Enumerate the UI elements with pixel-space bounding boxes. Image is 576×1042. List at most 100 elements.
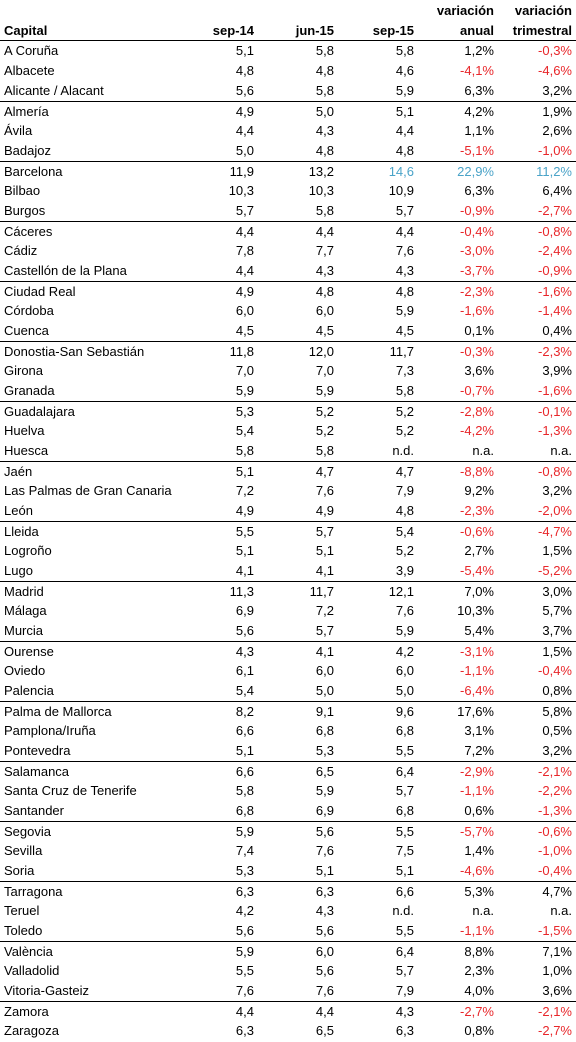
capital-cell: Zamora <box>4 1004 49 1019</box>
quarterly-variation-cell: -0,6% <box>538 824 572 839</box>
capital-cell: Soria <box>4 863 35 878</box>
jun15-cell: 5,9 <box>315 383 334 398</box>
annual-variation-cell: 4,0% <box>464 983 494 998</box>
annual-variation-cell: -5,1% <box>460 143 494 158</box>
table-row: Segovia 5,9 5,6 5,5 -5,7% -0,6% <box>0 821 576 841</box>
capital-cell: León <box>4 503 33 518</box>
table-row: Jaén 5,1 4,7 4,7 -8,8% -0,8% <box>0 461 576 481</box>
sep14-cell: 6,6 <box>235 764 254 779</box>
capital-cell: Segovia <box>4 824 51 839</box>
quarterly-variation-cell: 7,1% <box>542 944 572 959</box>
quarterly-variation-cell: -1,0% <box>538 143 572 158</box>
annual-variation-cell: -0,6% <box>460 524 494 539</box>
capital-cell: Almería <box>4 104 49 119</box>
table-row: Lleida 5,5 5,7 5,4 -0,6% -4,7% <box>0 521 576 541</box>
sep15-cell: 5,2 <box>395 543 414 558</box>
sep14-cell: 8,2 <box>235 704 254 719</box>
quarterly-variation-cell: -4,7% <box>538 524 572 539</box>
jun15-cell: 5,8 <box>315 83 334 98</box>
quarterly-variation-cell: 1,5% <box>542 644 572 659</box>
sep15-cell: 5,4 <box>395 524 414 539</box>
sep15-cell: 4,7 <box>395 464 414 479</box>
jun15-cell: 4,7 <box>315 464 334 479</box>
quarterly-variation-cell: 11,2% <box>536 164 572 179</box>
table-row: Alicante / Alacant 5,6 5,8 5,9 6,3% 3,2% <box>0 81 576 101</box>
jun15-cell: 5,1 <box>315 543 334 558</box>
quarterly-variation-cell: 5,8% <box>542 704 572 719</box>
table-row: Palma de Mallorca 8,2 9,1 9,6 17,6% 5,8% <box>0 701 576 721</box>
sep14-cell: 11,9 <box>229 164 254 179</box>
capital-cell: Logroño <box>4 543 52 558</box>
table-row: Zaragoza 6,3 6,5 6,3 0,8% -2,7% <box>0 1021 576 1041</box>
quarterly-variation-cell: -4,6% <box>538 63 572 78</box>
header-variacion-anual-2: anual <box>460 23 494 38</box>
sep14-cell: 4,9 <box>235 104 254 119</box>
capital-cell: Burgos <box>4 203 46 218</box>
annual-variation-cell: -2,8% <box>460 404 494 419</box>
jun15-cell: 5,9 <box>315 783 334 798</box>
capital-cell: Ávila <box>4 123 33 138</box>
annual-variation-cell: -2,3% <box>460 503 494 518</box>
sep15-cell: 5,7 <box>395 783 414 798</box>
quarterly-variation-cell: -1,5% <box>538 923 572 938</box>
jun15-cell: 6,0 <box>315 663 334 678</box>
quarterly-variation-cell: -0,3% <box>538 43 572 58</box>
sep15-cell: 10,9 <box>388 183 414 198</box>
capital-cell: Pontevedra <box>4 743 71 758</box>
table-row: Oviedo 6,1 6,0 6,0 -1,1% -0,4% <box>0 661 576 681</box>
jun15-cell: 5,8 <box>315 203 334 218</box>
quarterly-variation-cell: 2,6% <box>542 123 572 138</box>
annual-variation-cell: 0,1% <box>464 323 494 338</box>
sep15-cell: 4,3 <box>395 1004 414 1019</box>
capital-cell: Barcelona <box>4 164 63 179</box>
jun15-cell: 5,2 <box>315 423 334 438</box>
table-row: Pamplona/Iruña 6,6 6,8 6,8 3,1% 0,5% <box>0 721 576 741</box>
quarterly-variation-cell: 1,0% <box>542 963 572 978</box>
sep14-cell: 6,6 <box>235 723 254 738</box>
quarterly-variation-cell: 3,0% <box>542 584 572 599</box>
sep15-cell: 4,4 <box>395 123 414 138</box>
sep14-cell: 4,1 <box>235 563 254 578</box>
capital-cell: Cuenca <box>4 323 49 338</box>
jun15-cell: 6,5 <box>315 1023 334 1038</box>
annual-variation-cell: -1,1% <box>460 783 494 798</box>
jun15-cell: 13,2 <box>308 164 334 179</box>
capital-cell: Bilbao <box>4 183 41 198</box>
annual-variation-cell: -0,3% <box>460 344 494 359</box>
jun15-cell: 6,9 <box>315 803 334 818</box>
sep14-cell: 7,8 <box>235 243 254 258</box>
annual-variation-cell: -3,7% <box>460 263 494 278</box>
capital-cell: Málaga <box>4 603 47 618</box>
sep15-cell: 5,1 <box>395 104 414 119</box>
quarterly-variation-cell: -2,0% <box>538 503 572 518</box>
sep15-cell: n.d. <box>392 903 414 918</box>
capital-cell: Granada <box>4 383 55 398</box>
jun15-cell: 7,6 <box>315 843 334 858</box>
capital-cell: Córdoba <box>4 303 54 318</box>
sep14-cell: 5,1 <box>235 543 254 558</box>
quarterly-variation-cell: n.a. <box>550 903 572 918</box>
table-row: València 5,9 6,0 6,4 8,8% 7,1% <box>0 941 576 961</box>
capital-cell: Oviedo <box>4 663 46 678</box>
quarterly-variation-cell: 3,6% <box>542 983 572 998</box>
annual-variation-cell: 5,3% <box>464 884 494 899</box>
capital-cell: Teruel <box>4 903 40 918</box>
capital-cell: Palma de Mallorca <box>4 704 112 719</box>
annual-variation-cell: -2,3% <box>460 284 494 299</box>
capital-cell: Murcia <box>4 623 44 638</box>
sep14-cell: 5,3 <box>235 863 254 878</box>
sep14-cell: 6,3 <box>235 884 254 899</box>
jun15-cell: 7,7 <box>315 243 334 258</box>
quarterly-variation-cell: 3,9% <box>542 363 572 378</box>
sep15-cell: 7,6 <box>395 243 414 258</box>
capital-cell: Palencia <box>4 683 54 698</box>
annual-variation-cell: -2,9% <box>460 764 494 779</box>
quarterly-variation-cell: -2,2% <box>538 783 572 798</box>
table-row: Zamora 4,4 4,4 4,3 -2,7% -2,1% <box>0 1001 576 1021</box>
sep14-cell: 6,8 <box>235 803 254 818</box>
sep14-cell: 5,1 <box>235 743 254 758</box>
quarterly-variation-cell: 3,2% <box>542 743 572 758</box>
jun15-cell: 6,0 <box>315 944 334 959</box>
sep15-cell: 5,1 <box>395 863 414 878</box>
quarterly-variation-cell: 1,9% <box>542 104 572 119</box>
